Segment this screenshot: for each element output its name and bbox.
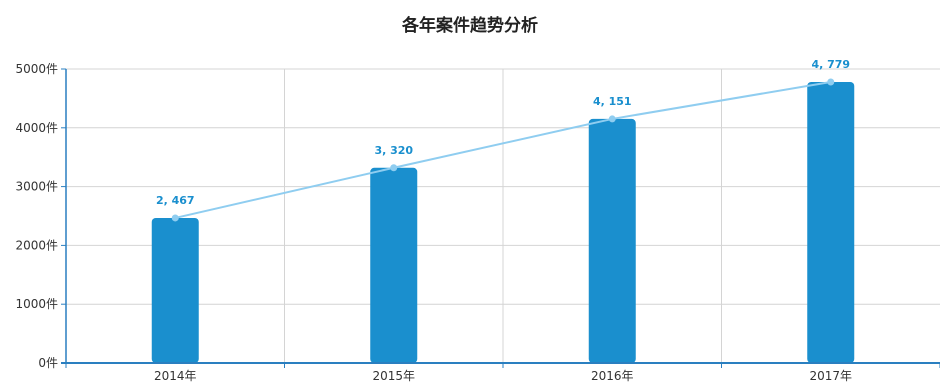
trend-point-2 (608, 115, 616, 123)
bar-3 (807, 81, 855, 363)
data-label-2: 4, 151 (593, 95, 632, 108)
y-tick-label-0: 0件 (38, 356, 58, 370)
y-tick-label-1: 1000件 (15, 297, 58, 311)
chart-title: 各年案件趋势分析 (402, 16, 538, 36)
x-tick-label-3: 2017年 (809, 369, 852, 383)
y-tick-label-3: 3000件 (15, 180, 58, 194)
x-tick-label-2: 2016年 (591, 369, 634, 383)
data-label-3: 4, 779 (811, 58, 850, 71)
trend-point-3 (827, 78, 835, 86)
data-label-1: 3, 320 (374, 144, 413, 157)
x-tick-label-0: 2014年 (154, 369, 197, 383)
x-tick-label-1: 2015年 (372, 369, 415, 383)
data-label-0: 2, 467 (156, 194, 195, 207)
trend-point-1 (390, 164, 398, 172)
y-tick-label-5: 5000件 (15, 62, 58, 76)
bar-2 (588, 118, 636, 363)
y-tick-label-2: 2000件 (15, 238, 58, 252)
bar-1 (370, 167, 418, 363)
bar-0 (151, 217, 199, 363)
trend-line (175, 81, 831, 219)
trend-point-0 (171, 214, 179, 222)
y-tick-label-4: 4000件 (15, 121, 58, 135)
